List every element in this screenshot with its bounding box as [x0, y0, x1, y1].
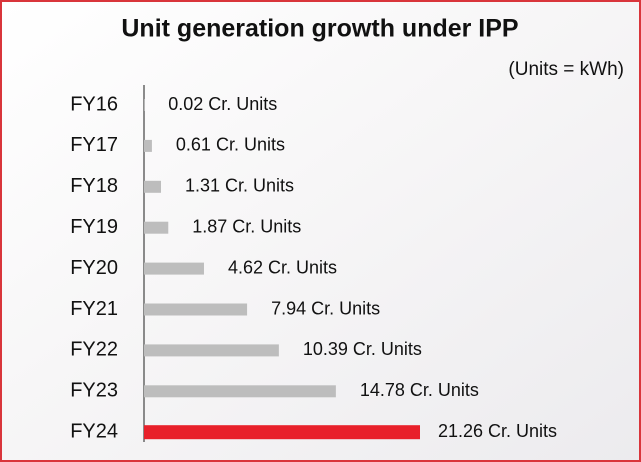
value-label: 7.94 Cr. Units [271, 298, 380, 318]
y-tick-label: FY23 [70, 380, 118, 402]
bar [144, 385, 336, 397]
y-tick-label: FY18 [70, 175, 118, 197]
y-tick-label: FY21 [70, 298, 118, 320]
bar [144, 222, 168, 234]
y-tick-label: FY24 [70, 420, 118, 442]
bar [144, 263, 204, 275]
bar [144, 99, 145, 111]
y-tick-label: FY17 [70, 134, 118, 156]
chart-title: Unit generation growth under IPP [121, 15, 518, 43]
value-label: 10.39 Cr. Units [303, 339, 422, 359]
y-tick-label: FY20 [70, 257, 118, 279]
y-tick-label: FY16 [70, 93, 118, 115]
value-label: 21.26 Cr. Units [438, 421, 557, 441]
chart: Unit generation growth under IPP (Units … [0, 0, 641, 462]
value-label: 0.61 Cr. Units [176, 135, 285, 155]
bar [144, 344, 279, 356]
value-label: 1.87 Cr. Units [192, 216, 301, 236]
value-label: 14.78 Cr. Units [360, 380, 479, 400]
y-tick-label: FY22 [70, 339, 118, 361]
y-tick-label: FY19 [70, 216, 118, 238]
bar [144, 140, 152, 152]
value-label: 1.31 Cr. Units [185, 176, 294, 196]
value-label: 4.62 Cr. Units [228, 257, 337, 277]
bar [144, 304, 247, 316]
bar [144, 425, 420, 439]
bar [144, 181, 161, 193]
chart-subtitle: (Units = kWh) [508, 59, 624, 80]
value-label: 0.02 Cr. Units [168, 94, 277, 114]
